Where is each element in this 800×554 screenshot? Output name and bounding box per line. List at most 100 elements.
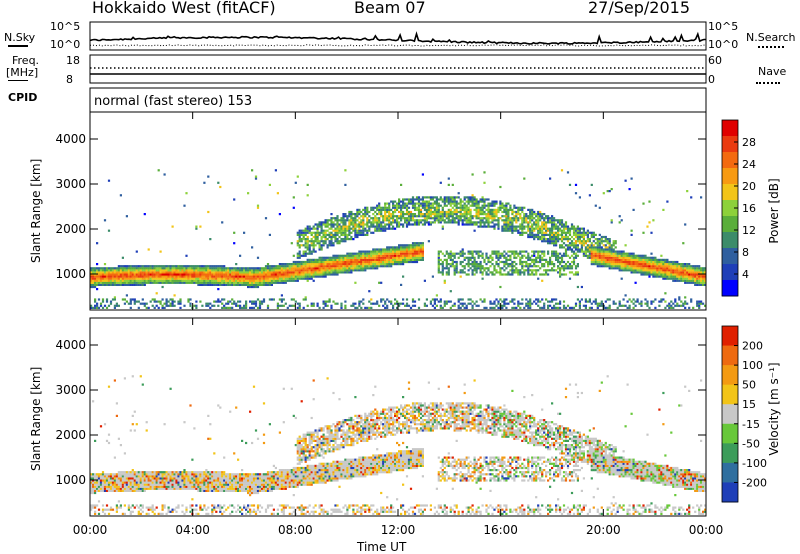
power-cell bbox=[467, 196, 470, 199]
power-cell bbox=[419, 242, 423, 245]
power-cell bbox=[590, 242, 593, 245]
power-cell bbox=[370, 221, 373, 224]
power-cell bbox=[503, 304, 506, 307]
power-cell bbox=[370, 250, 373, 253]
power-cell bbox=[606, 240, 609, 243]
power-cell bbox=[413, 304, 417, 307]
power-cell bbox=[247, 192, 250, 195]
power-cell bbox=[362, 252, 365, 255]
power-cell bbox=[149, 269, 152, 272]
power-cell bbox=[183, 204, 186, 207]
power-cell bbox=[217, 300, 220, 303]
power-cell bbox=[503, 256, 506, 259]
power-cell bbox=[503, 210, 506, 214]
power-cell bbox=[604, 300, 607, 303]
power-cell bbox=[227, 267, 230, 270]
power-cell bbox=[352, 225, 355, 228]
power-cell bbox=[256, 271, 260, 274]
power-cell bbox=[477, 225, 480, 228]
power-cell bbox=[141, 277, 144, 280]
power-cell bbox=[680, 300, 683, 303]
power-cell bbox=[294, 273, 297, 276]
power-cell bbox=[366, 258, 369, 261]
power-cell bbox=[429, 223, 432, 226]
power-cell bbox=[322, 302, 325, 305]
power-cell bbox=[564, 252, 568, 255]
power-cell bbox=[529, 231, 532, 234]
power-cell bbox=[533, 265, 536, 268]
power-cell bbox=[320, 271, 323, 274]
power-cell bbox=[354, 225, 357, 228]
power-cell bbox=[475, 221, 478, 224]
power-cell bbox=[207, 269, 210, 272]
power-cell bbox=[564, 227, 568, 230]
power-cell bbox=[195, 267, 198, 270]
power-cell bbox=[167, 267, 170, 270]
power-cell bbox=[700, 277, 703, 280]
power-cell bbox=[378, 304, 381, 307]
power-cell bbox=[624, 179, 627, 182]
power-cell bbox=[529, 213, 532, 216]
power-cell bbox=[90, 285, 93, 289]
power-cell bbox=[698, 269, 701, 272]
power-cell bbox=[664, 269, 667, 272]
power-cell bbox=[572, 263, 576, 266]
power-cell bbox=[515, 221, 518, 224]
power-cell bbox=[487, 215, 490, 218]
power-cell bbox=[153, 273, 156, 276]
power-cell bbox=[411, 217, 415, 220]
power-cell bbox=[606, 238, 609, 241]
power-cell bbox=[362, 233, 365, 236]
power-cell bbox=[322, 244, 325, 247]
power-cell bbox=[650, 269, 653, 272]
power-cell bbox=[535, 227, 538, 230]
power-cell bbox=[445, 263, 448, 266]
power-cell bbox=[350, 221, 353, 224]
power-cell bbox=[99, 277, 103, 280]
power-cell bbox=[562, 225, 566, 228]
power-cell bbox=[678, 269, 681, 272]
power-cell bbox=[421, 246, 424, 249]
power-cell bbox=[648, 273, 651, 276]
power-cell bbox=[551, 223, 554, 226]
power-cell bbox=[350, 304, 353, 307]
power-cell bbox=[274, 265, 277, 268]
power-cell bbox=[348, 263, 351, 266]
power-cell bbox=[191, 279, 194, 282]
power-cell bbox=[539, 213, 542, 216]
power-cell bbox=[670, 300, 673, 303]
power-cell bbox=[107, 283, 111, 286]
power-cell bbox=[135, 277, 138, 280]
power-cell bbox=[463, 210, 466, 214]
power-cell bbox=[409, 252, 413, 255]
power-cell bbox=[352, 213, 355, 216]
power-cell bbox=[515, 306, 518, 309]
power-cell bbox=[497, 210, 500, 214]
power-cell bbox=[187, 281, 190, 284]
power-cell bbox=[419, 202, 423, 205]
power-cell bbox=[439, 304, 442, 307]
power-cell bbox=[388, 208, 391, 211]
power-cell bbox=[284, 263, 287, 266]
power-cell bbox=[529, 306, 532, 309]
power-cell bbox=[616, 263, 619, 266]
power-cell bbox=[344, 227, 347, 230]
power-cell bbox=[566, 248, 570, 251]
power-cell bbox=[604, 306, 607, 309]
power-cell bbox=[364, 250, 367, 253]
power-cell bbox=[545, 231, 548, 234]
power-cell bbox=[634, 269, 637, 272]
power-cell bbox=[171, 275, 174, 278]
power-cell bbox=[521, 229, 524, 232]
power-cell bbox=[258, 267, 262, 270]
power-cell bbox=[503, 273, 506, 276]
power-cell bbox=[350, 269, 353, 272]
power-cell bbox=[431, 213, 434, 216]
power-cell bbox=[473, 302, 476, 305]
power-cell bbox=[231, 279, 234, 282]
power-cell bbox=[483, 267, 486, 270]
power-cell bbox=[459, 215, 462, 218]
power-cell bbox=[163, 173, 166, 176]
power-cell bbox=[570, 223, 574, 226]
power-cell bbox=[407, 202, 411, 205]
